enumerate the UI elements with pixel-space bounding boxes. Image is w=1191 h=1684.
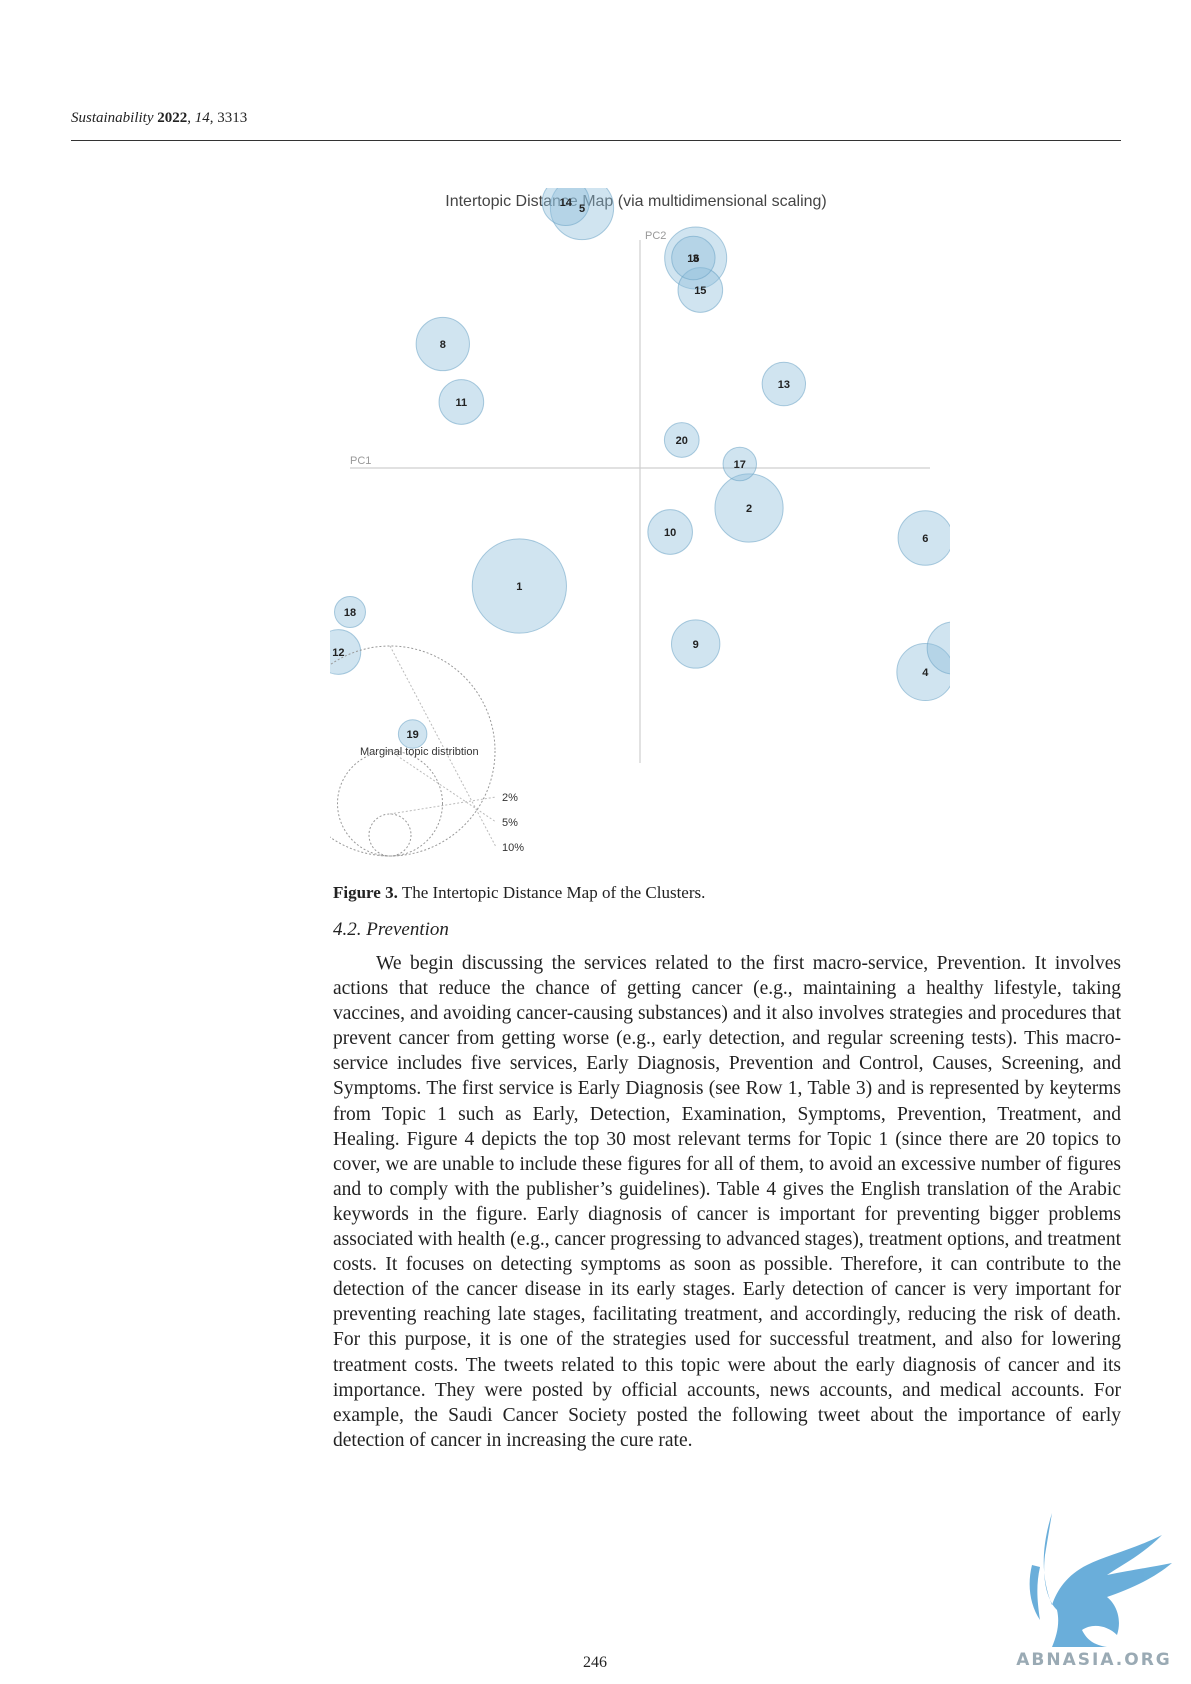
topic-label-2: 2: [746, 503, 752, 515]
watermark-text: ABNASIA.ORG: [1016, 1650, 1172, 1670]
article-number: 3313: [217, 110, 248, 126]
topic-bubbles: [330, 188, 950, 749]
topic-bubble-19[interactable]: [397, 719, 428, 749]
topic-bubble-4[interactable]: [896, 642, 950, 702]
legend-label-2pct: 2%: [502, 792, 518, 804]
topic-label-11: 11: [456, 397, 468, 409]
topic-bubble-6[interactable]: [897, 510, 950, 566]
topic-bubble-1[interactable]: [471, 538, 567, 634]
topic-label-12: 12: [332, 647, 344, 659]
topic-bubble-5[interactable]: [549, 188, 615, 241]
legend-leader-10pct: [389, 645, 497, 848]
running-header: Sustainability 2022, 14, 3313: [71, 110, 248, 126]
topic-label-1: 1: [516, 581, 522, 593]
legend-label-10pct: 10%: [502, 842, 524, 854]
legend-label-5pct: 5%: [502, 817, 518, 829]
topic-label-16: 16: [687, 253, 699, 265]
topic-label-3: 3: [693, 253, 699, 265]
topic-bubble-17[interactable]: [722, 446, 758, 482]
figure-caption-label: Figure 3.: [333, 883, 398, 902]
journal-volume: 14: [194, 110, 210, 126]
topic-label-20: 20: [676, 435, 688, 447]
page-number: 246: [583, 1654, 607, 1671]
topic-label-14: 14: [560, 197, 573, 209]
topic-bubble-8[interactable]: [415, 316, 470, 372]
topic-label-5: 5: [579, 203, 585, 215]
topic-bubble-11[interactable]: [438, 379, 485, 425]
figure-caption-text: The Intertopic Distance Map of the Clust…: [401, 883, 706, 902]
topic-label-15: 15: [694, 285, 706, 297]
topic-label-17: 17: [734, 459, 746, 471]
legend-title: Marginal topic distribtion: [360, 746, 479, 758]
section-heading: 4.2. Prevention: [333, 919, 449, 940]
header-rule: [71, 140, 1121, 141]
marginal-distribution-legend: 2% 5% 10%: [330, 645, 524, 857]
journal-year: 2022: [157, 110, 188, 126]
topic-bubble-20[interactable]: [663, 422, 700, 458]
topic-label-8: 8: [440, 339, 446, 351]
topic-bubble-7[interactable]: [926, 621, 950, 675]
topic-bubble-14[interactable]: [541, 188, 590, 227]
topic-bubble-18[interactable]: [334, 596, 366, 628]
topic-label-6: 6: [922, 533, 928, 545]
pc1-axis-label: PC1: [350, 455, 371, 467]
topic-bubble-2[interactable]: [714, 473, 784, 543]
intertopic-distance-chart: Intertopic Distance Map (via multidimens…: [330, 188, 950, 857]
legend-circle-2pct: [368, 813, 412, 857]
topic-label-19: 19: [407, 729, 419, 741]
legend-circle-5pct: [337, 750, 443, 857]
topic-bubble-13[interactable]: [761, 361, 807, 407]
topic-bubble-3[interactable]: [664, 226, 728, 290]
intertopic-distance-map-figure: Intertopic Distance Map (via multidimens…: [330, 188, 950, 868]
journal-name: Sustainability: [71, 110, 154, 126]
section-body-paragraph: We begin discussing the services related…: [333, 953, 1121, 1451]
topic-bubble-12[interactable]: [330, 629, 362, 675]
topic-label-13: 13: [778, 379, 790, 391]
topic-label-4: 4: [922, 667, 929, 679]
topic-label-18: 18: [344, 607, 356, 619]
topic-bubble-labels: 1234567891011121314151617181920: [332, 197, 929, 741]
griffin-logo-icon: [1029, 1513, 1172, 1647]
chart-title: Intertopic Distance Map (via multidimens…: [445, 193, 827, 210]
watermark-logo: ABNASIA.ORG: [1012, 1505, 1182, 1670]
topic-label-9: 9: [693, 639, 699, 651]
legend-leader-2pct: [389, 796, 497, 815]
topic-label-10: 10: [664, 527, 676, 539]
topic-bubble-16[interactable]: [671, 235, 716, 281]
pc2-axis-label: PC2: [645, 230, 666, 242]
topic-bubble-9[interactable]: [671, 619, 721, 669]
legend-leader-5pct: [389, 750, 497, 823]
legend-circle-10pct: [330, 645, 496, 857]
topic-bubble-10[interactable]: [647, 509, 693, 555]
figure-caption: Figure 3. The Intertopic Distance Map of…: [333, 883, 705, 903]
